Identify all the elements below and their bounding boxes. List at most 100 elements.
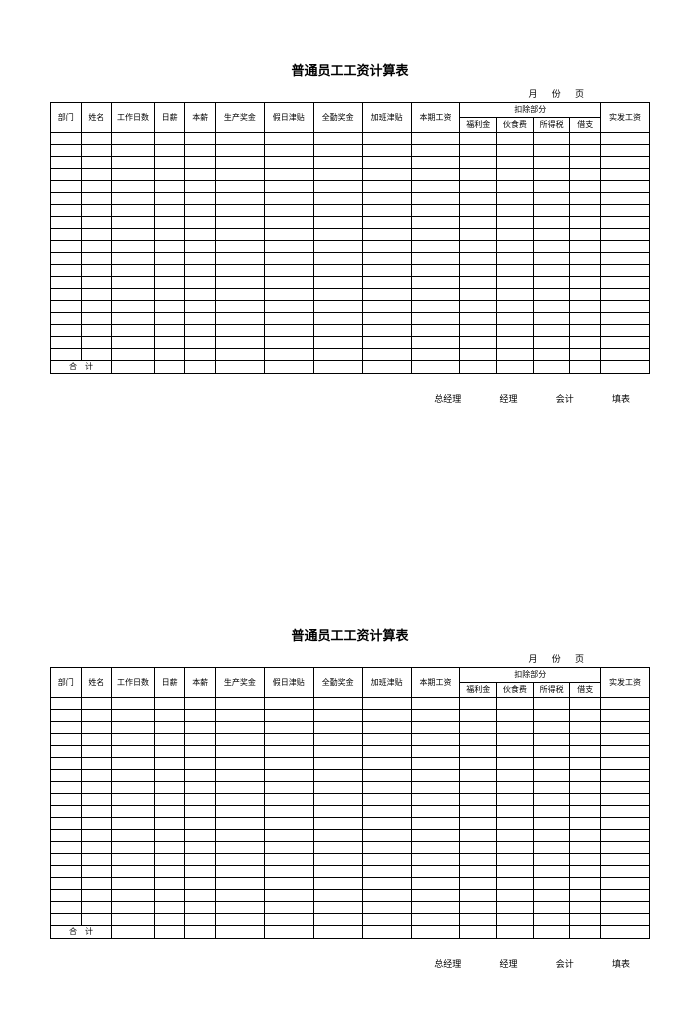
table-cell xyxy=(81,217,112,229)
table-cell xyxy=(112,866,155,878)
table-cell xyxy=(497,842,534,854)
table-cell xyxy=(460,722,497,734)
table-cell xyxy=(154,241,185,253)
table-cell xyxy=(533,806,570,818)
table-cell xyxy=(362,914,411,926)
table-cell xyxy=(154,806,185,818)
table-cell xyxy=(51,818,82,830)
table-cell xyxy=(600,926,649,939)
table-cell xyxy=(313,734,362,746)
table-cell xyxy=(362,361,411,374)
table-cell xyxy=(460,205,497,217)
table-cell xyxy=(411,842,460,854)
table-row xyxy=(51,842,650,854)
table-cell xyxy=(154,217,185,229)
table-cell xyxy=(51,854,82,866)
table-cell xyxy=(600,890,649,902)
table-cell xyxy=(81,133,112,145)
table-cell xyxy=(362,157,411,169)
table-cell xyxy=(215,289,264,301)
table-cell xyxy=(313,926,362,939)
table-cell xyxy=(215,361,264,374)
table-cell xyxy=(497,794,534,806)
table-cell xyxy=(497,830,534,842)
col-deduct-group: 扣除部分 xyxy=(460,668,601,683)
table-cell xyxy=(570,746,601,758)
table-cell xyxy=(533,866,570,878)
table-cell xyxy=(570,301,601,313)
table-cell xyxy=(264,722,313,734)
table-cell xyxy=(154,854,185,866)
table-cell xyxy=(154,145,185,157)
table-cell xyxy=(81,914,112,926)
table-cell xyxy=(570,782,601,794)
table-cell xyxy=(112,157,155,169)
col-full-attend: 全勤奖金 xyxy=(313,668,362,698)
table-cell xyxy=(411,830,460,842)
table-row xyxy=(51,698,650,710)
table-cell xyxy=(570,770,601,782)
table-cell xyxy=(411,313,460,325)
table-cell xyxy=(51,193,82,205)
table-cell xyxy=(497,253,534,265)
table-cell xyxy=(112,241,155,253)
table-cell xyxy=(460,770,497,782)
table-row xyxy=(51,157,650,169)
table-cell xyxy=(362,830,411,842)
table-cell xyxy=(600,277,649,289)
table-cell xyxy=(497,205,534,217)
table-cell xyxy=(51,277,82,289)
table-cell xyxy=(533,349,570,361)
table-cell xyxy=(362,734,411,746)
table-cell xyxy=(185,337,216,349)
table-cell xyxy=(154,229,185,241)
table-cell xyxy=(460,325,497,337)
table-cell xyxy=(112,782,155,794)
table-cell xyxy=(81,878,112,890)
table-cell xyxy=(313,349,362,361)
table-cell xyxy=(570,205,601,217)
table-cell xyxy=(51,770,82,782)
table-cell xyxy=(185,926,216,939)
table-cell xyxy=(570,878,601,890)
table-cell xyxy=(215,205,264,217)
table-cell xyxy=(411,710,460,722)
table-cell xyxy=(264,854,313,866)
table-row xyxy=(51,217,650,229)
table-cell xyxy=(185,722,216,734)
table-cell xyxy=(411,722,460,734)
table-cell xyxy=(154,758,185,770)
table-cell xyxy=(497,229,534,241)
table-cell xyxy=(185,253,216,265)
table-cell xyxy=(411,746,460,758)
table-cell xyxy=(215,698,264,710)
table-cell xyxy=(460,842,497,854)
table-cell xyxy=(411,217,460,229)
table-cell xyxy=(497,926,534,939)
table-cell xyxy=(533,698,570,710)
table-cell xyxy=(264,193,313,205)
table-cell xyxy=(411,133,460,145)
table-cell xyxy=(362,313,411,325)
total-row: 合 计 xyxy=(51,361,650,374)
table-cell xyxy=(313,854,362,866)
table-cell xyxy=(533,265,570,277)
table-cell xyxy=(533,217,570,229)
table-cell xyxy=(497,914,534,926)
table-cell xyxy=(215,758,264,770)
table-cell xyxy=(185,313,216,325)
col-overtime: 加班津贴 xyxy=(362,103,411,133)
table-cell xyxy=(411,265,460,277)
table-cell xyxy=(570,361,601,374)
table-cell xyxy=(600,301,649,313)
table-cell xyxy=(264,265,313,277)
table-cell xyxy=(411,866,460,878)
table-cell xyxy=(264,902,313,914)
total-row: 合 计 xyxy=(51,926,650,939)
table-cell xyxy=(81,145,112,157)
table-cell xyxy=(81,734,112,746)
table-cell xyxy=(264,890,313,902)
table-cell xyxy=(81,698,112,710)
table-cell xyxy=(600,782,649,794)
table-cell xyxy=(362,349,411,361)
